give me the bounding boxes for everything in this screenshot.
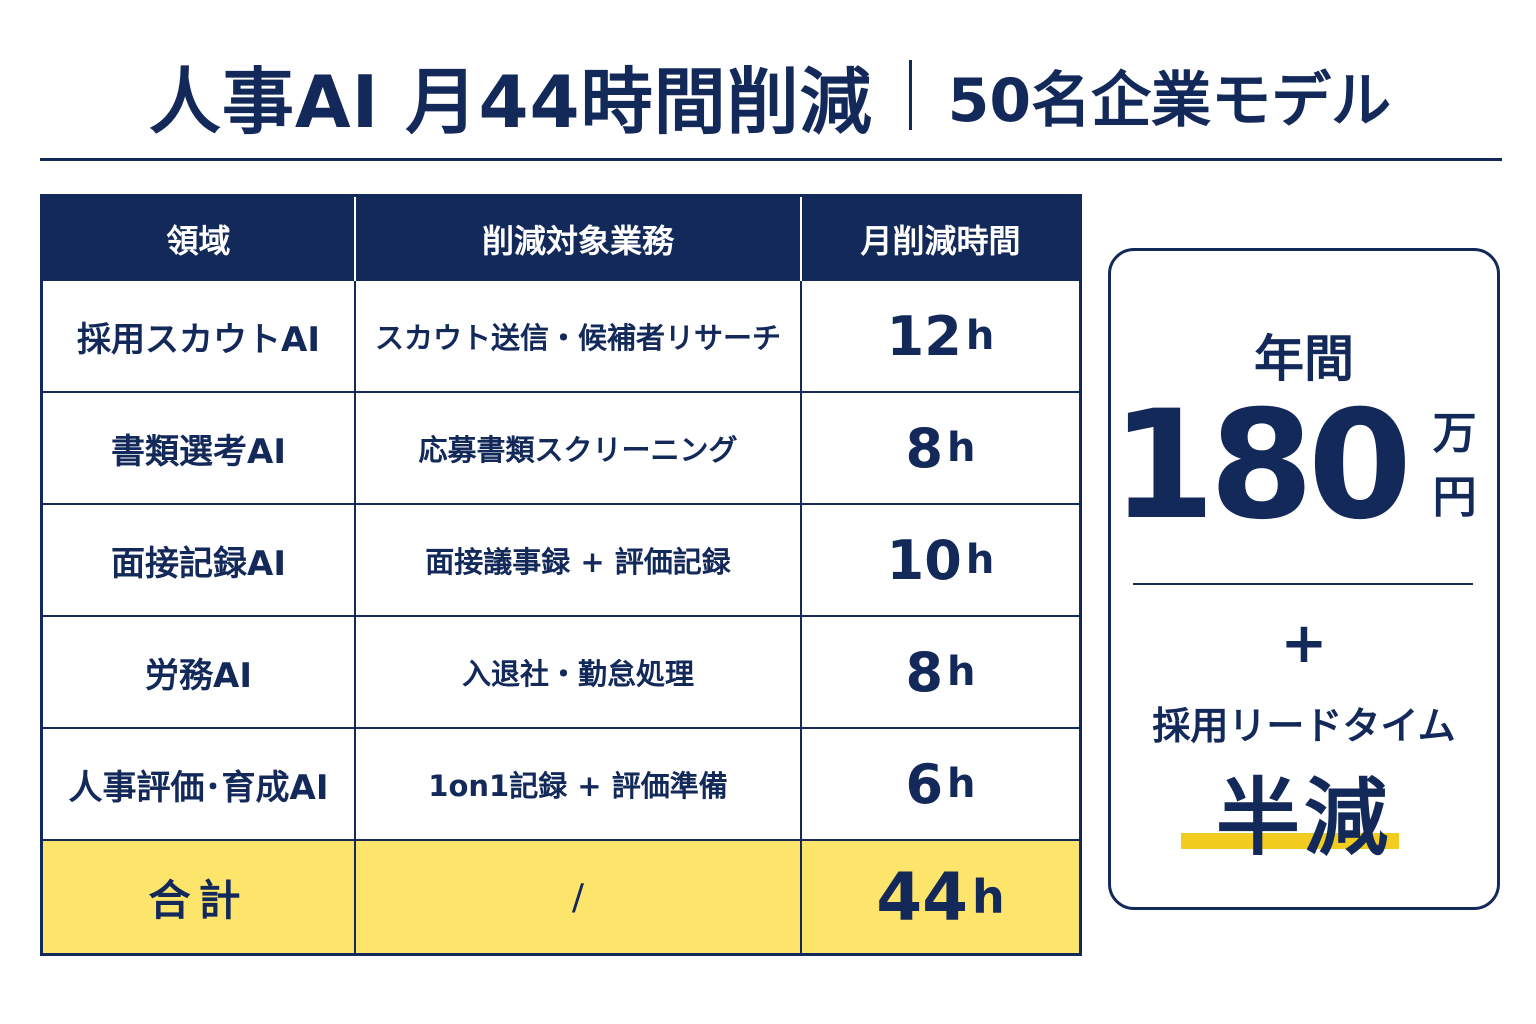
hours-value: 8 xyxy=(905,416,944,480)
hours-value: 12 xyxy=(886,304,962,368)
hours-value: 8 xyxy=(905,640,944,704)
annual-label: 年間 xyxy=(1254,330,1354,388)
hours-unit: h xyxy=(947,761,976,807)
card-divider xyxy=(1133,583,1473,585)
lead-time-label: 採用リードタイム xyxy=(1152,704,1456,748)
title-row: 人事AI 月44時間削減 50名企業モデル xyxy=(40,40,1500,150)
page-title: 人事AI 月44時間削減 xyxy=(148,59,873,144)
highlight-underline xyxy=(1181,833,1399,849)
header-task: 削減対象業務 xyxy=(356,197,802,281)
page-subtitle: 50名企業モデル xyxy=(947,65,1392,136)
half-reduction-text: 半減 xyxy=(1215,769,1392,867)
total-hours-unit: h xyxy=(972,870,1005,924)
reduction-table: 領域 削減対象業務 月削減時間 採用スカウトAI スカウト送信・候補者リサーチ … xyxy=(40,194,1082,956)
row-task: スカウト送信・候補者リサーチ xyxy=(356,281,802,393)
half-wrap: 半減 xyxy=(1111,751,1497,867)
hours-unit: h xyxy=(947,649,976,695)
row-task: 1on1記録 + 評価準備 xyxy=(356,729,802,841)
total-label: 合計 xyxy=(43,841,356,953)
plus-sign: + xyxy=(1280,611,1328,676)
row-task: 入退社・勤怠処理 xyxy=(356,617,802,729)
row-area: 面接記録AI xyxy=(43,505,356,617)
total-task: / xyxy=(356,841,802,953)
row-hours: 12 h xyxy=(802,281,1079,393)
row-area: 人事評価･育成AI xyxy=(43,729,356,841)
title-separator xyxy=(908,60,912,130)
summary-card: 年間 180 万円 + 採用リードタイム 半減 xyxy=(1108,248,1500,910)
amount-unit: 万円 xyxy=(1432,408,1477,523)
hours-unit: h xyxy=(965,313,995,359)
total-hours: 44 h xyxy=(802,841,1079,953)
hours-unit: h xyxy=(947,425,976,471)
header-hours: 月削減時間 xyxy=(802,197,1079,281)
row-task: 応募書類スクリーニング xyxy=(356,393,802,505)
hours-value: 6 xyxy=(905,752,944,816)
hours-value: 10 xyxy=(886,528,962,592)
row-area: 労務AI xyxy=(43,617,356,729)
hours-unit: h xyxy=(965,537,995,583)
header-area: 領域 xyxy=(43,197,356,281)
row-area: 書類選考AI xyxy=(43,393,356,505)
title-divider xyxy=(40,158,1502,161)
row-area: 採用スカウトAI xyxy=(43,281,356,393)
annual-amount: 180 xyxy=(1111,379,1412,553)
row-hours: 10 h xyxy=(802,505,1079,617)
total-hours-value: 44 xyxy=(876,858,969,936)
row-task: 面接議事録 + 評価記録 xyxy=(356,505,802,617)
amount-row: 180 万円 xyxy=(1111,391,1497,541)
